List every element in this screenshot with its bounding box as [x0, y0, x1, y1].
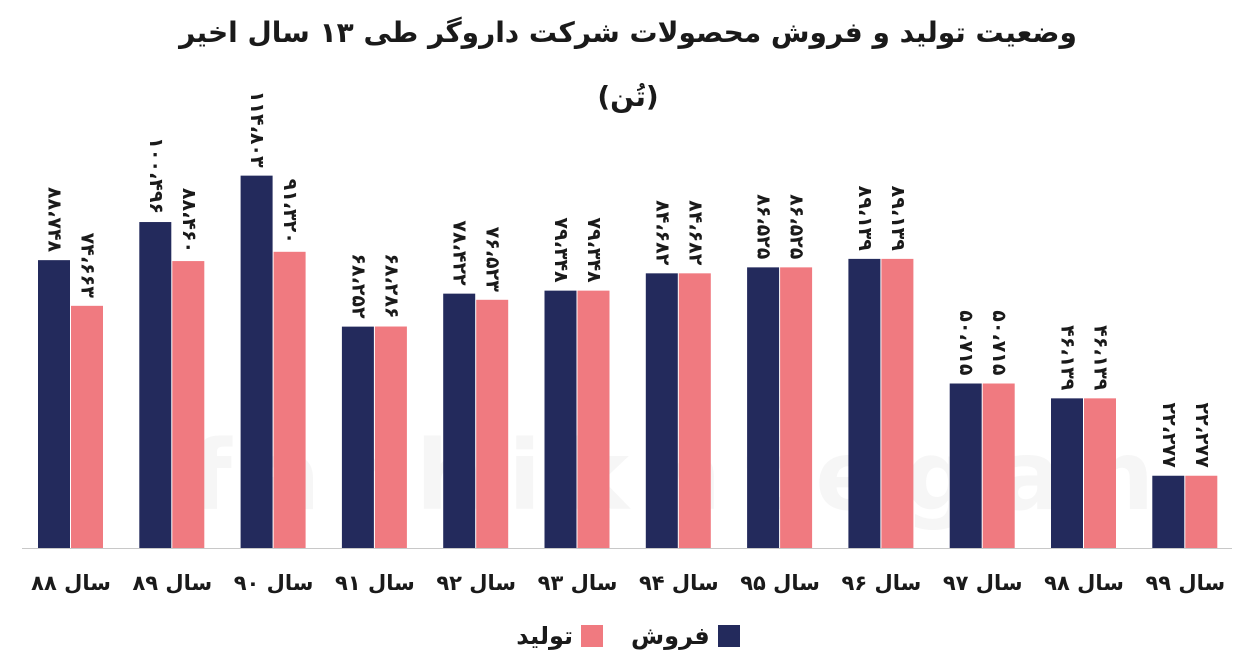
bar-production-10	[1084, 398, 1116, 548]
x-tick-label-5: سال ۹۳	[538, 571, 618, 595]
label-production-0: ۷۴،۶۶۳	[77, 233, 99, 299]
bar-production-7	[780, 267, 813, 548]
x-tick-label-8: سال ۹۶	[842, 571, 922, 595]
label-production-5: ۷۹،۳۴۸	[583, 217, 605, 283]
label-sales-3: ۶۸،۲۵۲	[347, 253, 369, 319]
chart-subtitle: (تُن)	[597, 80, 659, 113]
label-production-8: ۸۹،۱۳۹	[887, 186, 909, 252]
bar-production-2	[273, 251, 306, 548]
label-sales-5: ۷۹،۳۴۸	[550, 217, 572, 283]
legend-swatch-sales	[717, 625, 740, 647]
bar-production-4	[476, 299, 509, 548]
bar-production-1	[172, 261, 205, 548]
x-tick-label-4: سال ۹۲	[436, 571, 516, 595]
bar-sales-5	[544, 290, 577, 548]
x-tick-label-9: سال ۹۷	[943, 571, 1023, 595]
label-production-2: ۹۱،۳۲۰	[279, 179, 301, 244]
bar-sales-10	[1051, 398, 1083, 548]
bar-sales-9	[949, 383, 982, 548]
bar-sales-1	[139, 222, 172, 549]
label-sales-10: ۴۶،۱۳۹	[1057, 325, 1079, 391]
chart-title: وضعیت تولید و فروش محصولات شرکت داروگر ط…	[179, 16, 1077, 49]
label-production-4: ۷۶،۵۲۳	[482, 227, 504, 293]
bar-sales-2	[240, 175, 273, 548]
bar-production-0	[71, 305, 103, 548]
x-tick-label-3: سال ۹۱	[335, 571, 415, 595]
label-sales-1: ۱۰۰،۴۹۶	[145, 137, 167, 214]
label-production-3: ۶۸،۲۸۶	[380, 253, 402, 318]
x-tick-label-1: سال ۸۹	[132, 571, 212, 595]
bar-production-8	[881, 258, 914, 548]
label-sales-4: ۷۸،۴۲۲	[449, 220, 471, 286]
label-sales-11: ۲۲،۲۷۷	[1158, 403, 1180, 469]
bar-sales-7	[747, 267, 780, 548]
x-tick-label-6: سال ۹۴	[639, 571, 719, 595]
legend-item-sales: فروش	[631, 622, 740, 650]
bar-production-9	[982, 383, 1015, 548]
x-tick-label-11: سال ۹۹	[1145, 571, 1225, 595]
legend-swatch-production	[581, 625, 604, 647]
label-production-9: ۵۰،۷۱۵	[988, 310, 1010, 376]
label-sales-7: ۸۶،۵۲۵	[753, 194, 775, 260]
legend-label-production: تولید	[516, 622, 574, 650]
label-production-6: ۸۴،۶۸۲	[684, 200, 706, 266]
label-production-11: ۲۲،۲۷۷	[1191, 403, 1213, 469]
label-production-10: ۴۶،۱۳۹	[1090, 325, 1112, 391]
bar-sales-3	[341, 326, 374, 548]
legend: فروش تولید	[0, 622, 1256, 650]
label-sales-9: ۵۰،۷۱۵	[955, 310, 977, 376]
bar-sales-0	[38, 260, 70, 548]
x-tick-label-7: سال ۹۵	[740, 571, 820, 595]
x-tick-label-10: سال ۹۸	[1044, 571, 1124, 595]
label-sales-6: ۸۴،۶۸۲	[651, 200, 673, 266]
label-sales-8: ۸۹،۱۳۹	[854, 186, 876, 252]
bar-sales-4	[443, 293, 476, 548]
bar-production-3	[374, 326, 407, 548]
legend-item-production: تولید	[516, 622, 604, 650]
x-tick-label-0: سال ۸۸	[31, 571, 111, 595]
bar-production-5	[577, 290, 610, 548]
bar-sales-8	[848, 258, 881, 548]
label-sales-0: ۸۸،۷۴۸	[44, 187, 66, 253]
legend-label-sales: فروش	[631, 622, 710, 650]
bar-sales-6	[645, 273, 678, 548]
label-production-7: ۸۶،۵۲۵	[786, 194, 808, 260]
bar-production-11	[1185, 475, 1218, 548]
bar-production-6	[678, 273, 711, 548]
bar-sales-11	[1152, 475, 1185, 548]
x-tick-label-2: سال ۹۰	[234, 571, 314, 595]
label-production-1: ۸۸،۴۶۰	[178, 188, 200, 253]
label-sales-2: ۱۱۴،۸۰۳	[246, 91, 268, 168]
